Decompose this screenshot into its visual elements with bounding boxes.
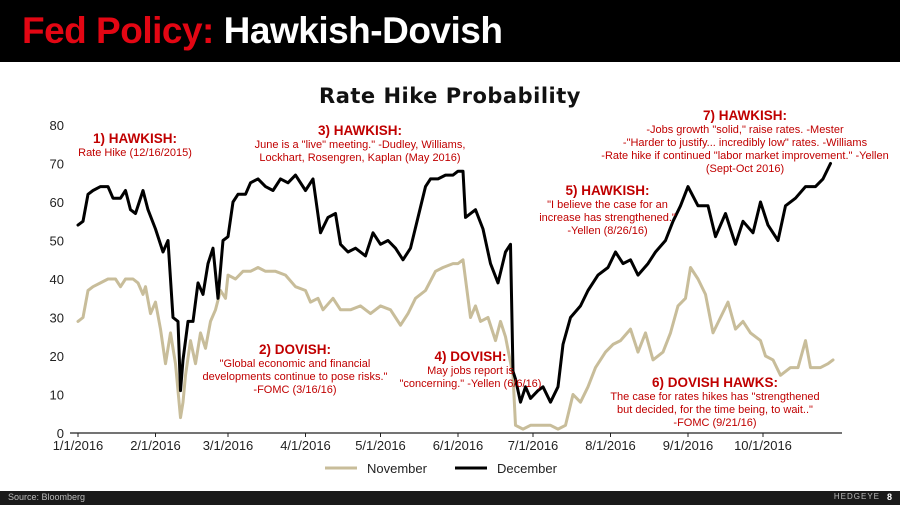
annotation-line: (Sept-Oct 2016) [705, 163, 785, 175]
y-tick-label: 80 [50, 118, 64, 133]
y-tick-label: 20 [50, 349, 64, 364]
annotation-line: The case for rates hikes has "strengthen… [610, 391, 820, 403]
footer-bar: Source: Bloomberg HEDGEYE 8 [0, 491, 900, 505]
annotation-heading: 6) DOVISH HAWKS: [651, 375, 778, 390]
y-tick-label: 40 [50, 272, 64, 287]
annotation-4: 4) DOVISH: May jobs report is "concernin… [393, 349, 548, 391]
annotation-line: -FOMC (3/16/16) [253, 384, 337, 396]
x-tick-label: 8/1/2016 [585, 438, 636, 453]
annotation-7: 7) HAWKISH: -Jobs growth "solid," raise … [600, 108, 890, 176]
brand-logo: HEDGEYE [833, 492, 880, 501]
chart-legend: November December [325, 461, 558, 476]
annotation-line: June is a "live" meeting." -Dudley, Will… [254, 139, 466, 151]
page-title: Fed Policy: Hawkish-Dovish [22, 8, 503, 54]
annotation-line: "Global economic and financial [219, 358, 371, 370]
legend-label-november: November [367, 461, 428, 476]
annotation-heading: 4) DOVISH: [434, 349, 507, 364]
source-note: Source: Bloomberg [8, 492, 86, 502]
x-tick-label: 9/1/2016 [663, 438, 714, 453]
annotation-heading: 5) HAWKISH: [565, 183, 650, 198]
annotation-line: -FOMC (9/21/16) [673, 417, 757, 429]
x-tick-label: 7/1/2016 [508, 438, 559, 453]
annotation-line: May jobs report is [427, 365, 514, 377]
annotation-line: -Rate hike if continued "labor market im… [601, 150, 889, 162]
y-tick-label: 30 [50, 311, 64, 326]
annotation-6: 6) DOVISH HAWKS: The case for rates hike… [610, 375, 820, 430]
x-tick-label: 5/1/2016 [355, 438, 406, 453]
x-tick-label: 6/1/2016 [433, 438, 484, 453]
annotation-5: 5) HAWKISH: "I believe the case for an i… [525, 183, 690, 238]
annotation-heading: 7) HAWKISH: [703, 108, 787, 123]
x-tick-label: 10/1/2016 [734, 438, 792, 453]
chart-axes: 0 10 20 30 40 50 60 70 80 1/1/2016 2/1/2016 3/1/201… [50, 118, 842, 453]
series-line-november [76, 258, 835, 431]
annotation-1: 1) HAWKISH: Rate Hike (12/16/2015) [70, 131, 200, 160]
annotation-heading: 2) DOVISH: [258, 342, 331, 357]
annotation-line: "I believe the case for an [547, 199, 668, 211]
annotation-line: -Yellen (8/26/16) [567, 225, 648, 237]
x-tick-label: 4/1/2016 [280, 438, 331, 453]
annotation-heading: 1) HAWKISH: [93, 131, 177, 146]
annotation-line: developments continue to pose risks." [202, 371, 388, 383]
annotation-2: 2) DOVISH: "Global economic and financia… [200, 342, 390, 397]
x-tick-label: 2/1/2016 [130, 438, 181, 453]
x-tick-label: 3/1/2016 [203, 438, 254, 453]
y-tick-label: 60 [50, 195, 64, 210]
header-bar: Fed Policy: Hawkish-Dovish [0, 0, 900, 62]
annotation-line: "concerning." -Yellen (6/6/16) [399, 378, 542, 390]
chart-lines [76, 162, 835, 431]
y-tick-label: 10 [50, 388, 64, 403]
annotation-line: Lockhart, Rosengren, Kaplan (May 2016) [259, 152, 461, 164]
chart-title: Rate Hike Probability [319, 84, 581, 108]
legend-label-december: December [497, 461, 558, 476]
y-tick-label: 0 [57, 426, 64, 441]
x-tick-label: 1/1/2016 [53, 438, 104, 453]
y-tick-label: 50 [50, 234, 64, 249]
annotation-line: increase has strengthened." [539, 212, 676, 224]
annotation-line: but decided, for the time being, to wait… [617, 404, 813, 416]
annotation-line: -"Harder to justify... incredibly low" r… [622, 137, 868, 149]
annotation-heading: 3) HAWKISH: [318, 123, 402, 138]
y-tick-label: 70 [50, 157, 64, 172]
title-red: Fed Policy: [22, 10, 214, 51]
page-number: 8 [886, 492, 892, 502]
series-line-december [76, 162, 832, 404]
title-white: Hawkish-Dovish [223, 10, 503, 51]
annotation-line: -Jobs growth "solid," raise rates. -Mest… [646, 124, 844, 136]
annotation-line: Rate Hike (12/16/2015) [78, 147, 192, 159]
annotation-3: 3) HAWKISH: June is a "live" meeting." -… [250, 123, 470, 165]
